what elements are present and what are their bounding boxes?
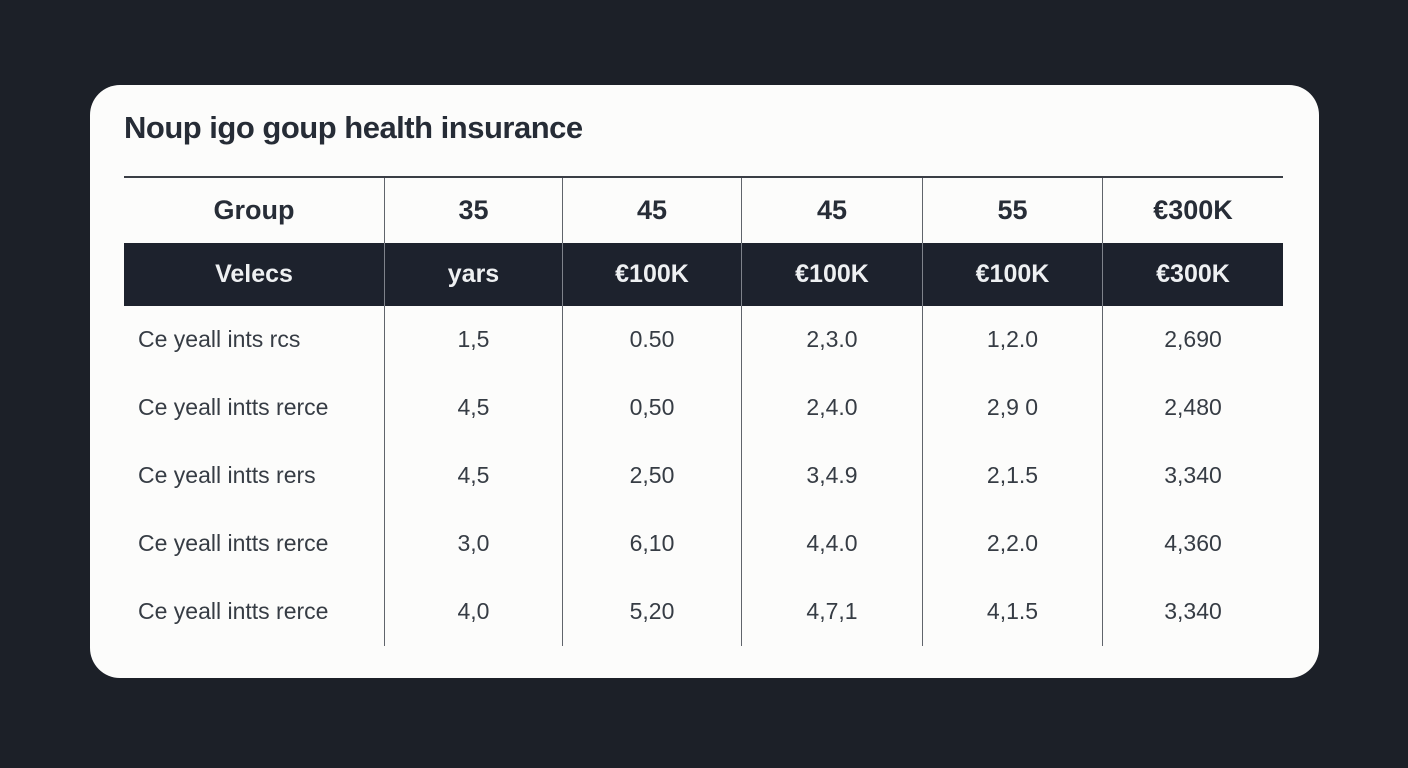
row-value: 4,360 [1102,509,1283,578]
row-value: 2,2.0 [922,509,1102,578]
row-value: 5,20 [562,577,741,646]
row-value: 4,5 [384,441,562,510]
row-value: 2,9 0 [922,373,1102,442]
row-label: Ce yeall intts rerce [138,598,329,625]
row-value: 2,50 [562,441,741,510]
dark-header-cell-300k: €300K [1102,242,1283,306]
row-value: 2,690 [1102,305,1283,374]
header-cell-group: Group [213,194,295,225]
header-cell-300k: €300K [1102,177,1283,243]
table-header-row-top: Group 35 45 45 55 €300K [124,177,1283,243]
row-value: 3,340 [1102,577,1283,646]
table-row: Ce yeall intts rerce 4,5 0,50 2,4.0 2,9 … [124,373,1283,442]
row-value: 4,4.0 [741,509,922,578]
row-value: 3,340 [1102,441,1283,510]
table-row: Ce yeall intts rers 4,5 2,50 3,4.9 2,1.5… [124,441,1283,510]
table-row: Ce yeall ints rcs 1,5 0.50 2,3.0 1,2.0 2… [124,305,1283,374]
row-value: 4,1.5 [922,577,1102,646]
row-value: 3,0 [384,509,562,578]
table-header-row-dark: Velecs yars €100K €100K €100K €300K [124,242,1283,306]
header-cell-age-35: 35 [384,177,562,243]
row-value: 4,5 [384,373,562,442]
row-label: Ce yeall intts rers [138,462,316,489]
header-cell-age-45a: 45 [562,177,741,243]
table-row: Ce yeall intts rerce 3,0 6,10 4,4.0 2,2.… [124,509,1283,578]
row-value: 3,4.9 [741,441,922,510]
dark-header-cell-100k-a: €100K [562,242,741,306]
row-label: Ce yeall intts rerce [138,394,329,421]
table-row: Ce yeall intts rerce 4,0 5,20 4,7,1 4,1.… [124,577,1283,646]
row-value: 4,7,1 [741,577,922,646]
header-cell-age-45b: 45 [741,177,922,243]
row-value: 0,50 [562,373,741,442]
row-value: 0.50 [562,305,741,374]
row-value: 1,5 [384,305,562,374]
row-value: 2,480 [1102,373,1283,442]
dark-header-cell-100k-c: €100K [922,242,1102,306]
insurance-table: Group 35 45 45 55 €300K Velecs yars €100… [124,175,1283,646]
header-cell-age-55: 55 [922,177,1102,243]
page-title: Noup igo goup health insurance [124,110,583,145]
row-label: Ce yeall ints rcs [138,326,301,353]
row-value: 2,3.0 [741,305,922,374]
row-value: 4,0 [384,577,562,646]
dark-header-cell-100k-b: €100K [741,242,922,306]
row-label: Ce yeall intts rerce [138,530,329,557]
insurance-table-card: Noup igo goup health insurance Group 35 … [90,85,1319,678]
row-value: 2,1.5 [922,441,1102,510]
row-value: 6,10 [562,509,741,578]
row-value: 1,2.0 [922,305,1102,374]
dark-header-cell-yars: yars [384,242,562,306]
row-value: 2,4.0 [741,373,922,442]
dark-header-cell-velecs: Velecs [215,259,293,288]
